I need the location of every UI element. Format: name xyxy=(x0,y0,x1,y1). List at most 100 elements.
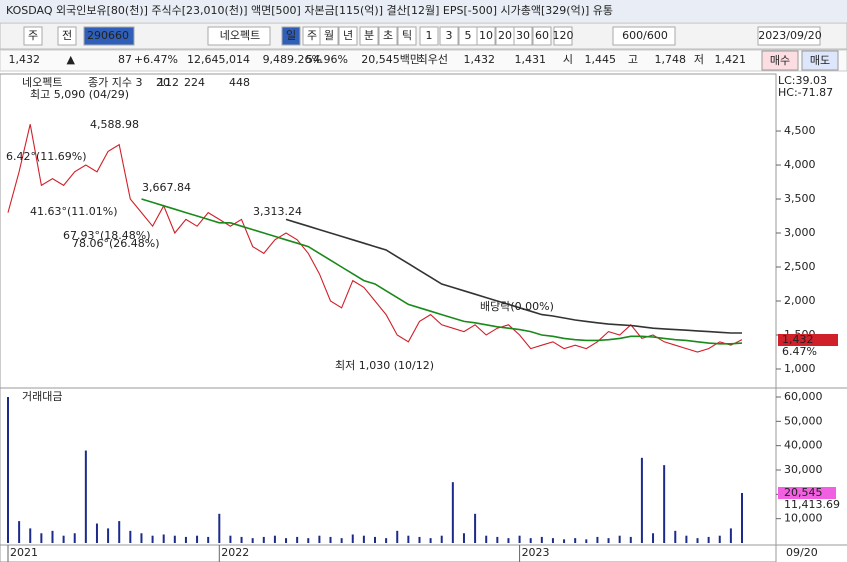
toolbar-label[interactable]: 600/600 xyxy=(622,29,668,42)
volume-bar xyxy=(285,538,288,543)
volume-bar xyxy=(685,535,688,543)
trade-button[interactable] xyxy=(801,50,839,71)
toolbar-label[interactable]: 전 xyxy=(62,29,72,42)
volume-bar xyxy=(51,530,54,543)
volume-bar xyxy=(451,482,454,543)
volume-bar xyxy=(173,535,176,543)
trade-button[interactable] xyxy=(761,50,799,71)
y-tick-label: 30,000 xyxy=(784,463,823,476)
toolbar-label[interactable]: 주 xyxy=(28,29,38,42)
volume-bar xyxy=(629,536,632,543)
legend-entry: 448 xyxy=(229,76,250,89)
toolbar-button[interactable] xyxy=(359,26,379,46)
volume-bar xyxy=(496,536,499,543)
volume-bar xyxy=(696,538,699,543)
toolbar-button[interactable] xyxy=(207,26,271,46)
toolbar-label[interactable]: 20 xyxy=(498,29,512,42)
toolbar-button[interactable] xyxy=(532,26,552,46)
toolbar-button[interactable] xyxy=(23,26,43,46)
toolbar-label[interactable]: 1 xyxy=(426,29,433,42)
volume-bar xyxy=(674,530,677,543)
volume-bar xyxy=(585,539,588,543)
toolbar-button[interactable] xyxy=(319,26,339,46)
toolbar-label[interactable]: 120 xyxy=(553,29,574,42)
volume-bar xyxy=(340,538,343,543)
volume-bar xyxy=(362,535,365,543)
volume-bar xyxy=(40,533,43,543)
toolbar-button[interactable] xyxy=(397,26,417,46)
quote-value: 1,445 xyxy=(585,53,617,66)
title-text: KOSDAQ 외국인보유[80(천)] 주식수[23,010(천)] 액면[50… xyxy=(6,3,613,17)
volume-bar xyxy=(84,450,87,543)
quote-value: 최우선 xyxy=(418,53,448,66)
right-label: HC:-71.87 xyxy=(778,86,833,99)
last-volume-box xyxy=(778,487,836,499)
volume-bar xyxy=(229,535,232,543)
toolbar-button[interactable] xyxy=(439,26,459,46)
volume-bar xyxy=(507,538,510,543)
toolbar-button[interactable] xyxy=(378,26,398,46)
last-volume-label: 20,545 xyxy=(784,486,823,499)
volume-bar xyxy=(29,528,32,543)
toolbar-label[interactable]: 60 xyxy=(535,29,549,42)
toolbar-label[interactable]: 월 xyxy=(324,29,334,42)
trade-button-label[interactable]: 매도 xyxy=(810,54,830,67)
volume-bar xyxy=(95,523,98,543)
volume-bar xyxy=(529,538,532,543)
toolbar-button[interactable] xyxy=(757,26,821,46)
toolbar-label[interactable]: 290660 xyxy=(87,29,129,42)
toolbar-label[interactable]: 주 xyxy=(307,29,317,42)
annotation: 배당락(0.00%) xyxy=(480,300,554,313)
quote-value: 1,431 xyxy=(515,53,547,66)
x-tick-label: 2022 xyxy=(221,546,249,559)
volume-bar xyxy=(440,535,443,543)
toolbar-label[interactable]: 틱 xyxy=(402,29,412,42)
toolbar-label[interactable]: 5 xyxy=(465,29,472,42)
toolbar-button[interactable] xyxy=(83,26,135,46)
volume-bar xyxy=(218,513,221,543)
volume-bar xyxy=(563,539,566,543)
toolbar-label[interactable]: 10 xyxy=(479,29,493,42)
volume-bar xyxy=(418,536,421,543)
toolbar-label[interactable]: 네오펙트 xyxy=(220,29,260,42)
volume-bar xyxy=(640,457,643,543)
volume-bar xyxy=(518,535,521,543)
toolbar-label[interactable]: 일 xyxy=(286,28,296,42)
quote-value: ▲ xyxy=(67,53,76,66)
toolbar-button[interactable] xyxy=(419,26,439,46)
quote-value: 20,545백만 xyxy=(361,53,420,66)
y-tick-label: 4,500 xyxy=(784,124,816,137)
toolbar-button[interactable] xyxy=(513,26,533,46)
x-tick-label: 2021 xyxy=(10,546,38,559)
volume-bar xyxy=(407,535,410,543)
volume-bar xyxy=(196,535,199,543)
title-bar xyxy=(0,0,847,22)
trade-button-label[interactable]: 매수 xyxy=(770,54,790,67)
quote-value: +6.47% xyxy=(134,53,178,66)
volume-bar xyxy=(296,536,299,543)
toolbar-button[interactable] xyxy=(612,26,676,46)
toolbar-button[interactable] xyxy=(57,26,77,46)
toolbar-label[interactable]: 초 xyxy=(383,29,393,42)
volume-bar xyxy=(374,536,376,543)
toolbar-label[interactable]: 3 xyxy=(446,29,453,42)
toolbar-button[interactable] xyxy=(476,26,496,46)
volume-bar xyxy=(707,536,710,543)
volume-bar xyxy=(129,530,132,543)
toolbar-button[interactable] xyxy=(281,26,301,46)
toolbar-button[interactable] xyxy=(338,26,358,46)
annotation: 3,667.84 xyxy=(142,181,191,194)
volume-bar xyxy=(262,536,265,543)
toolbar-label[interactable]: 30 xyxy=(516,29,530,42)
volume-bar xyxy=(329,536,332,543)
toolbar-label[interactable]: 년 xyxy=(343,29,353,42)
volume-bar xyxy=(741,493,743,543)
legend-name: 네오펙트 xyxy=(22,76,62,89)
toolbar-label[interactable]: 분 xyxy=(364,29,374,42)
volume-bar xyxy=(618,535,621,543)
quote-value: 고 xyxy=(628,53,638,66)
toolbar-button[interactable] xyxy=(553,26,573,46)
quote-value: 1,748 xyxy=(655,53,687,66)
toolbar-label[interactable]: 2023/09/20 xyxy=(758,29,821,42)
